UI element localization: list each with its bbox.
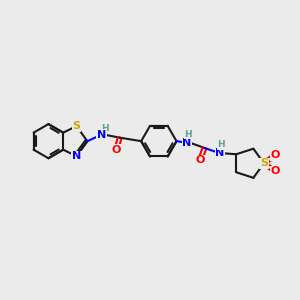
Text: S: S (73, 121, 80, 131)
Text: H: H (184, 130, 192, 139)
Text: N: N (215, 148, 224, 158)
Text: N: N (72, 151, 81, 161)
Text: S: S (260, 158, 268, 168)
Text: H: H (217, 140, 225, 149)
Text: H: H (101, 124, 109, 133)
Text: N: N (97, 130, 106, 140)
Text: O: O (195, 155, 205, 165)
Text: O: O (112, 145, 121, 155)
Text: N: N (182, 138, 191, 148)
Text: O: O (271, 150, 280, 160)
Text: O: O (271, 167, 280, 176)
